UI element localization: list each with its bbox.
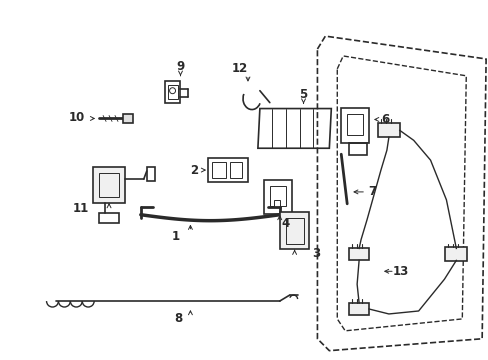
- Bar: [285, 218, 303, 243]
- Text: 9: 9: [176, 60, 184, 73]
- Bar: [122, 113, 133, 123]
- Bar: [230, 162, 242, 178]
- Bar: [341, 108, 368, 143]
- Text: 6: 6: [380, 113, 388, 126]
- Text: 12: 12: [231, 62, 247, 75]
- Bar: [99, 173, 119, 197]
- Bar: [93, 167, 124, 203]
- Bar: [208, 158, 247, 182]
- Bar: [348, 303, 368, 315]
- Text: 7: 7: [367, 185, 375, 198]
- Text: 2: 2: [190, 163, 198, 176]
- Bar: [348, 143, 366, 155]
- Bar: [348, 248, 368, 260]
- Bar: [346, 113, 362, 135]
- Bar: [164, 81, 180, 103]
- Bar: [264, 180, 291, 214]
- Text: 11: 11: [73, 202, 89, 215]
- Text: 4: 4: [281, 217, 289, 230]
- Bar: [99, 213, 119, 223]
- Text: 1: 1: [171, 230, 179, 243]
- Bar: [445, 247, 467, 261]
- Bar: [377, 123, 399, 137]
- Text: 10: 10: [69, 111, 85, 124]
- Text: 3: 3: [312, 247, 320, 260]
- Text: 13: 13: [392, 265, 408, 278]
- Text: 8: 8: [174, 312, 182, 325]
- Bar: [279, 212, 309, 249]
- Text: 5: 5: [299, 88, 307, 101]
- Bar: [167, 85, 177, 99]
- Bar: [212, 162, 225, 178]
- Bar: [146, 167, 154, 181]
